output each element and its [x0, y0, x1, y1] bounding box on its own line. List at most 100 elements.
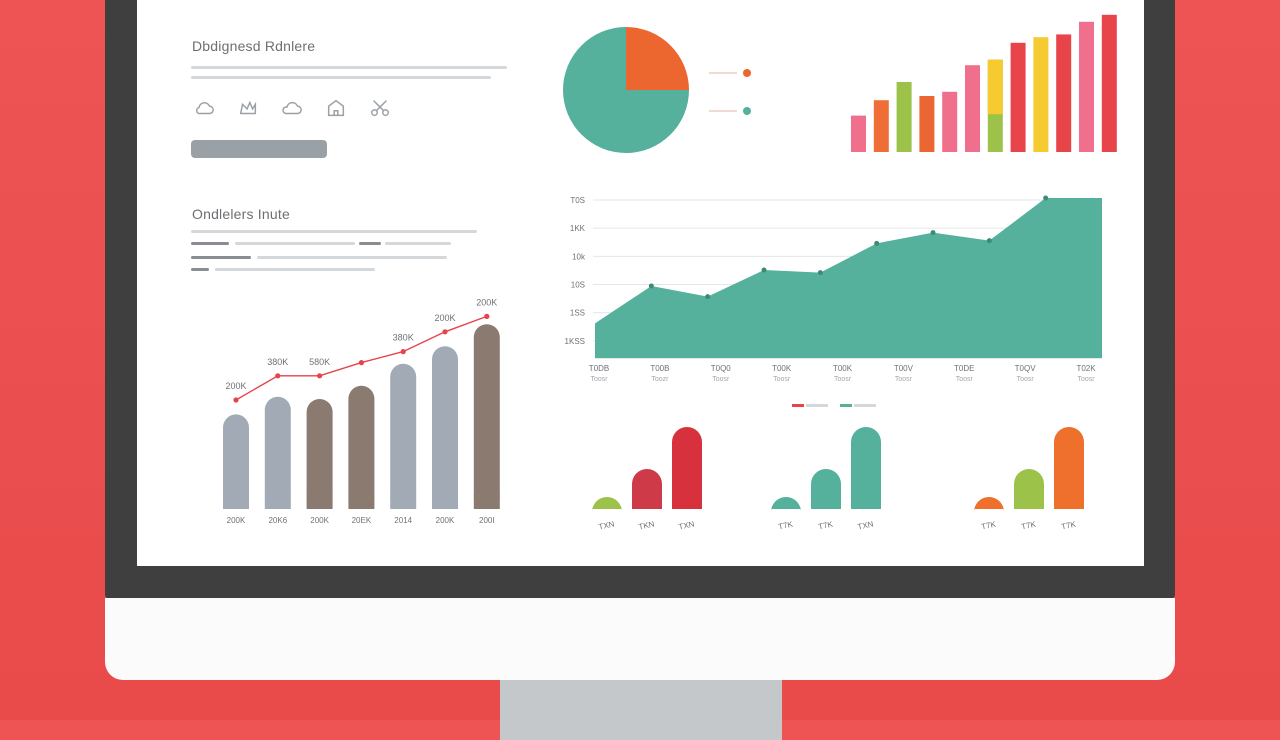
area-point — [817, 270, 823, 276]
x-sub-label: Toosr — [1077, 376, 1095, 383]
data-label: 200K — [434, 313, 455, 323]
x-sub-label: Toosr — [712, 376, 730, 383]
x-tick-label: T7K — [1020, 519, 1037, 531]
text-line — [215, 268, 375, 271]
text-line — [191, 66, 507, 69]
icon-row — [193, 97, 391, 119]
bar-base — [432, 495, 458, 509]
x-tick-label: T0DE — [954, 364, 974, 373]
bar — [223, 414, 249, 509]
x-tick-label: TXN — [598, 519, 616, 531]
trend-point — [358, 360, 364, 366]
x-sub-label: Toosr — [1017, 376, 1035, 383]
bar — [390, 363, 417, 509]
x-sub-label: Toosr — [895, 376, 913, 383]
text-line — [191, 256, 251, 259]
y-tick-label: 1SS — [570, 309, 585, 318]
bar — [896, 82, 912, 152]
trend-point — [317, 373, 323, 379]
area-point — [930, 230, 936, 236]
pie-legend-dot — [743, 69, 751, 77]
y-tick-label: 10S — [571, 280, 585, 289]
data-label: 380K — [393, 333, 414, 343]
text-line — [191, 76, 491, 79]
bar — [264, 396, 291, 509]
bar — [771, 497, 801, 512]
bar — [851, 427, 881, 509]
bar — [965, 65, 980, 152]
area-series — [595, 198, 1102, 358]
x-sub-label: Toosr — [834, 376, 852, 383]
x-tick-label: 200K — [227, 516, 246, 525]
bar-base — [473, 495, 500, 509]
area-point — [648, 283, 654, 289]
house-icon[interactable] — [325, 97, 347, 119]
scissors-icon[interactable] — [369, 97, 391, 119]
x-sub-label: Toozr — [651, 376, 669, 383]
x-tick-label: T7K — [817, 519, 834, 531]
bar — [851, 115, 866, 152]
bar — [873, 100, 889, 152]
x-tick-label: T7K — [980, 519, 997, 531]
x-sub-label: Toosr — [773, 376, 791, 383]
x-tick-label: TXN — [678, 519, 696, 531]
x-tick-label: 200K — [310, 516, 329, 525]
bar — [1079, 21, 1094, 152]
monitor-stand — [500, 680, 782, 740]
pie-slice — [626, 27, 689, 90]
x-tick-label: T0Q0 — [711, 364, 732, 373]
bar — [1014, 469, 1044, 509]
top-panel-title: Dbdignesd Rdnlere — [192, 38, 316, 54]
crown-icon[interactable] — [237, 97, 259, 119]
left-panel-title: Ondlelers Inute — [192, 206, 290, 222]
text-line — [257, 256, 447, 259]
cloud-icon[interactable] — [281, 97, 303, 119]
text-line — [191, 242, 229, 245]
y-tick-label: 10k — [572, 252, 586, 261]
x-tick-label: T02K — [1076, 364, 1096, 373]
x-tick-label: 200K — [436, 516, 455, 525]
legend-text-line — [806, 404, 828, 407]
bar — [592, 497, 622, 512]
text-line — [385, 242, 451, 245]
charts-canvas: T0S 1KK 10k 10S 1SS 1KSS T0DB Toosr T00B Toozr T0Q… — [223, 14, 1117, 532]
x-tick-label: 200I — [479, 516, 495, 525]
bar — [942, 91, 958, 152]
bar-base — [390, 495, 417, 509]
x-tick-label: 20EK — [352, 516, 372, 525]
area-point — [705, 294, 711, 300]
bar — [1101, 14, 1117, 152]
bar — [1054, 427, 1084, 509]
bar — [432, 346, 458, 509]
data-label: 200K — [225, 381, 246, 391]
bar — [1033, 37, 1049, 153]
pie-slice — [563, 27, 689, 153]
bar — [306, 399, 333, 509]
x-sub-label: Toosr — [956, 376, 974, 383]
legend-text-line — [854, 404, 876, 407]
bar — [473, 324, 500, 509]
text-line — [359, 242, 381, 245]
trend-point — [400, 349, 406, 355]
progress-pill[interactable] — [191, 140, 327, 158]
bar — [348, 385, 375, 509]
bar-base — [348, 495, 375, 509]
x-tick-label: T0DB — [589, 364, 609, 373]
trend-point — [484, 313, 490, 319]
y-tick-label: 1KK — [570, 224, 586, 233]
cloud-icon[interactable] — [193, 97, 215, 119]
x-tick-label: T7K — [777, 519, 794, 531]
bar-overlay — [987, 59, 1003, 115]
legend-swatch — [840, 404, 852, 407]
y-tick-label: T0S — [570, 196, 585, 205]
area-point — [761, 267, 767, 273]
bar-base — [264, 495, 291, 509]
data-label: 200K — [476, 297, 497, 307]
data-label: 380K — [267, 357, 288, 367]
x-tick-label: T00B — [650, 364, 669, 373]
y-tick-label: 1KSS — [565, 337, 585, 346]
trend-point — [442, 329, 448, 335]
pie-legend-dot — [743, 107, 751, 115]
bar — [672, 427, 702, 509]
area-point — [986, 238, 992, 244]
